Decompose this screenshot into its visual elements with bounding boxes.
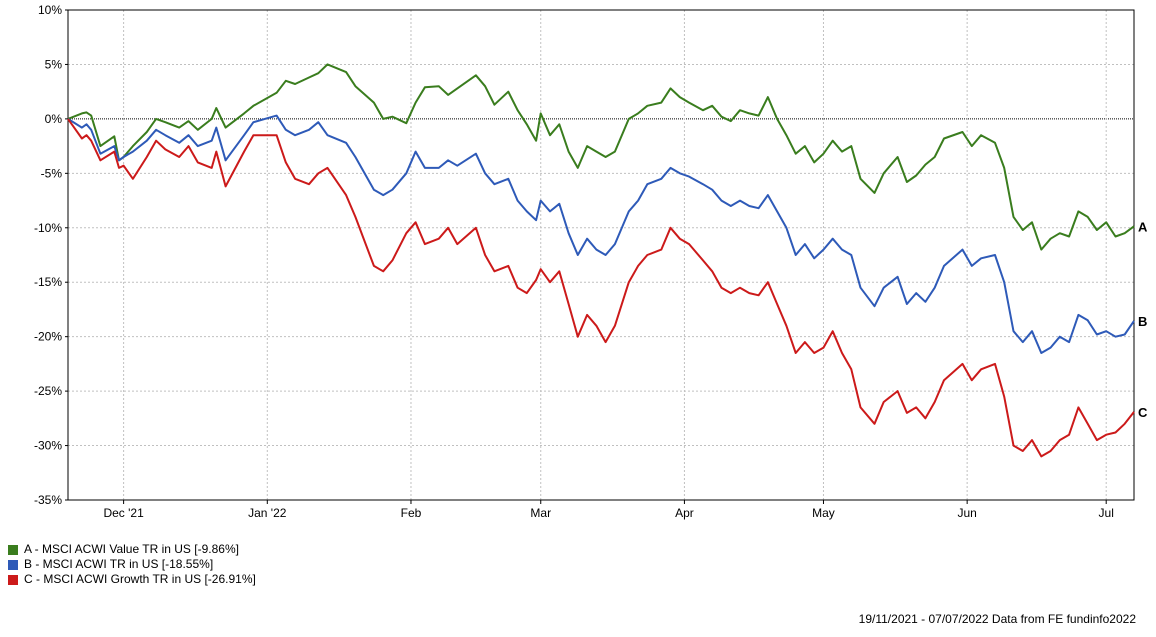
y-tick-label: -10% <box>34 221 62 235</box>
y-tick-label: -25% <box>34 384 62 398</box>
footer-date-range: 19/11/2021 - 07/07/2022 <box>858 612 989 626</box>
legend-label-b: B - MSCI ACWI TR in US [-18.55%] <box>24 557 214 571</box>
legend-label-a: A - MSCI ACWI Value TR in US [-9.86%] <box>24 542 239 556</box>
series-line-c <box>67 118 1135 458</box>
series-line-b <box>67 114 1135 354</box>
footer: 19/11/2021 - 07/07/2022 Data from FE fun… <box>859 612 1136 626</box>
y-tick-label: -20% <box>34 330 62 344</box>
tick-labels: 10% 5% 0% -5% -10% -15% -20% -25% -30% -35% Dec '2… <box>34 3 1148 520</box>
legend-label-c: C - MSCI ACWI Growth TR in US [-26.91%] <box>24 572 256 586</box>
end-label-a: A <box>1138 219 1148 234</box>
y-tick-label: 0% <box>45 112 63 126</box>
series-line-a <box>67 63 1135 251</box>
legend-item-c: C - MSCI ACWI Growth TR in US [-26.91%] <box>8 572 256 587</box>
x-tick-label: Jul <box>1099 506 1114 520</box>
y-tick-label: -5% <box>41 166 63 180</box>
y-tick-label: -30% <box>34 439 62 453</box>
x-tick-label: Jan '22 <box>248 506 287 520</box>
footer-source: Data from FE fundinfo2022 <box>991 612 1136 626</box>
line-chart: 10% 5% 0% -5% -10% -15% -20% -25% -30% -35% Dec '2… <box>34 3 1148 520</box>
x-tick-label: Dec '21 <box>103 506 144 520</box>
x-tick-label: Mar <box>530 506 551 520</box>
x-tick-label: Feb <box>401 506 422 520</box>
y-tick-label: 10% <box>38 3 62 17</box>
y-tick-label: -35% <box>34 493 62 507</box>
legend-swatch-b <box>8 559 18 570</box>
end-label-b: B <box>1138 314 1147 329</box>
legend-swatch-c <box>8 574 18 585</box>
series-lines <box>67 63 1135 458</box>
plot-frame <box>67 9 1135 501</box>
x-tick-label: Jun <box>957 506 976 520</box>
x-tick-label: Apr <box>675 506 694 520</box>
legend-swatch-a <box>8 544 18 555</box>
y-tick-label: -15% <box>34 275 62 289</box>
x-tick-label: May <box>812 506 835 520</box>
end-label-c: C <box>1138 405 1148 420</box>
grid <box>68 10 1134 500</box>
y-tick-label: 5% <box>45 57 63 71</box>
legend-item-a: A - MSCI ACWI Value TR in US [-9.86%] <box>8 542 256 557</box>
legend-item-b: B - MSCI ACWI TR in US [-18.55%] <box>8 557 256 572</box>
legend: A - MSCI ACWI Value TR in US [-9.86%] B … <box>8 542 256 587</box>
axes <box>65 9 1135 504</box>
